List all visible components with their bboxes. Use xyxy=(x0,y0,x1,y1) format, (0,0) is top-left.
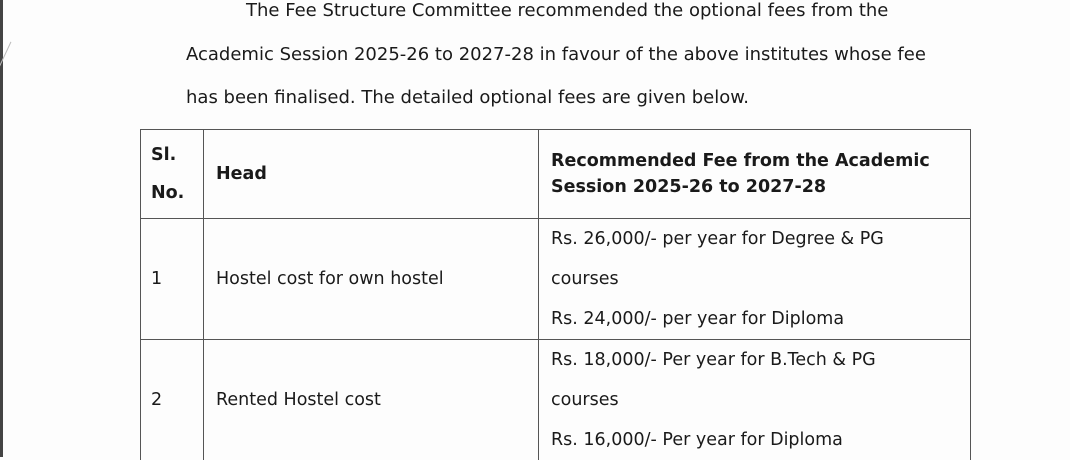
fee-line: Rs. 16,000/- Per year for Diploma xyxy=(551,420,958,460)
page-edge xyxy=(0,0,3,457)
table-header-row: Sl. No. Head Recommended Fee from the Aca… xyxy=(141,130,971,219)
header-text: Session 2025-26 to 2027-28 xyxy=(551,177,958,197)
header-head: Head xyxy=(204,130,539,219)
fee-line: Rs. 18,000/- Per year for B.Tech & PG xyxy=(551,340,958,380)
header-text: No. xyxy=(151,183,191,203)
header-fee: Recommended Fee from the Academic Session… xyxy=(539,130,971,219)
header-text: Sl. xyxy=(151,145,191,165)
cell-sl: 2 xyxy=(141,340,204,460)
fee-line: Rs. 26,000/- per year for Degree & PG xyxy=(551,219,958,259)
header-sl-no: Sl. No. xyxy=(141,130,204,219)
cell-head: Hostel cost for own hostel xyxy=(204,219,539,340)
paragraph-line: Academic Session 2025-26 to 2027-28 in f… xyxy=(186,44,926,65)
cell-head: Rented Hostel cost xyxy=(204,340,539,460)
cell-fee: Rs. 26,000/- per year for Degree & PG co… xyxy=(539,219,971,340)
header-text: Recommended Fee from the Academic xyxy=(551,151,958,171)
paragraph-line: has been finalised. The detailed optiona… xyxy=(186,87,749,108)
paragraph-line: The Fee Structure Committee recommended … xyxy=(246,0,888,21)
fee-line: Rs. 24,000/- per year for Diploma xyxy=(551,299,958,339)
cell-fee: Rs. 18,000/- Per year for B.Tech & PG co… xyxy=(539,340,971,460)
cell-sl: 1 xyxy=(141,219,204,340)
table-row: 1 Hostel cost for own hostel Rs. 26,000/… xyxy=(141,219,971,340)
fee-line: courses xyxy=(551,380,958,420)
table-row: 2 Rented Hostel cost Rs. 18,000/- Per ye… xyxy=(141,340,971,460)
optional-fees-table: Sl. No. Head Recommended Fee from the Aca… xyxy=(140,129,971,460)
fee-line: courses xyxy=(551,259,958,299)
